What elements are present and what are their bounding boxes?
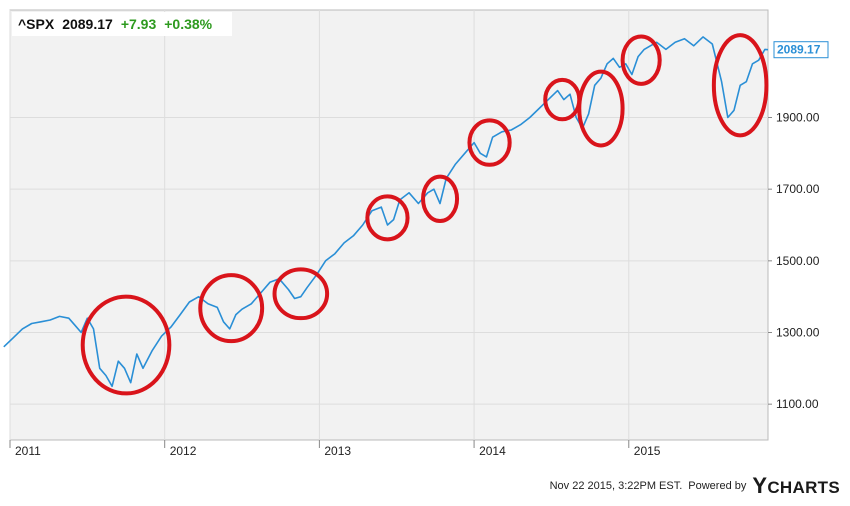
y-tick-label: 1700.00: [776, 182, 820, 196]
x-tick-label: 2015: [634, 444, 661, 458]
timestamp: Nov 22 2015, 3:22PM EST.: [549, 480, 683, 492]
ycharts-logo-y: Y: [752, 473, 768, 498]
last-value-label: 2089.17: [773, 41, 829, 59]
ticker-symbol: ^SPX: [18, 16, 55, 32]
y-tick-label: 1300.00: [776, 326, 820, 340]
red-circle-annotation: [365, 194, 410, 242]
red-circle-annotation: [711, 33, 769, 138]
axes: 1100.00 1300.00 1500.00 1700.00 1900.00 2011 2…: [9, 41, 829, 458]
red-circle-annotation: [421, 174, 460, 224]
ycharts-logo[interactable]: YCHARTS: [752, 473, 840, 499]
red-circle-annotation: [467, 118, 512, 167]
annotations: [80, 33, 769, 396]
last-value-box: [773, 41, 829, 59]
red-circle-annotation: [620, 34, 662, 86]
x-tick-label: 2013: [324, 444, 351, 458]
last-value-text: 2089.17: [777, 43, 821, 57]
red-circle-annotation: [272, 267, 330, 321]
x-tick-label: 2014: [479, 444, 506, 458]
quote-header: ^SPX 2089.17 +7.93 +0.38%: [12, 12, 232, 36]
footer: Nov 22 2015, 3:22PM EST. Powered by YCHA…: [549, 473, 840, 499]
x-tick-label: 2011: [15, 444, 41, 458]
red-circle-annotation: [577, 69, 625, 148]
current-price: 2089.17: [62, 16, 113, 32]
price-change: +7.93: [120, 16, 157, 32]
red-circle-annotation: [198, 273, 265, 344]
plot-area: [9, 9, 769, 441]
y-tick-label: 1500.00: [776, 254, 820, 268]
price-change-percent: +0.38%: [164, 16, 213, 32]
y-tick-label: 1900.00: [776, 111, 820, 125]
powered-by-label: Powered by: [688, 480, 747, 492]
y-tick-label: 1100.00: [776, 397, 819, 411]
x-tick-label: 2012: [170, 444, 197, 458]
red-circle-annotation: [80, 294, 172, 396]
ycharts-logo-text: CHARTS: [767, 478, 840, 497]
